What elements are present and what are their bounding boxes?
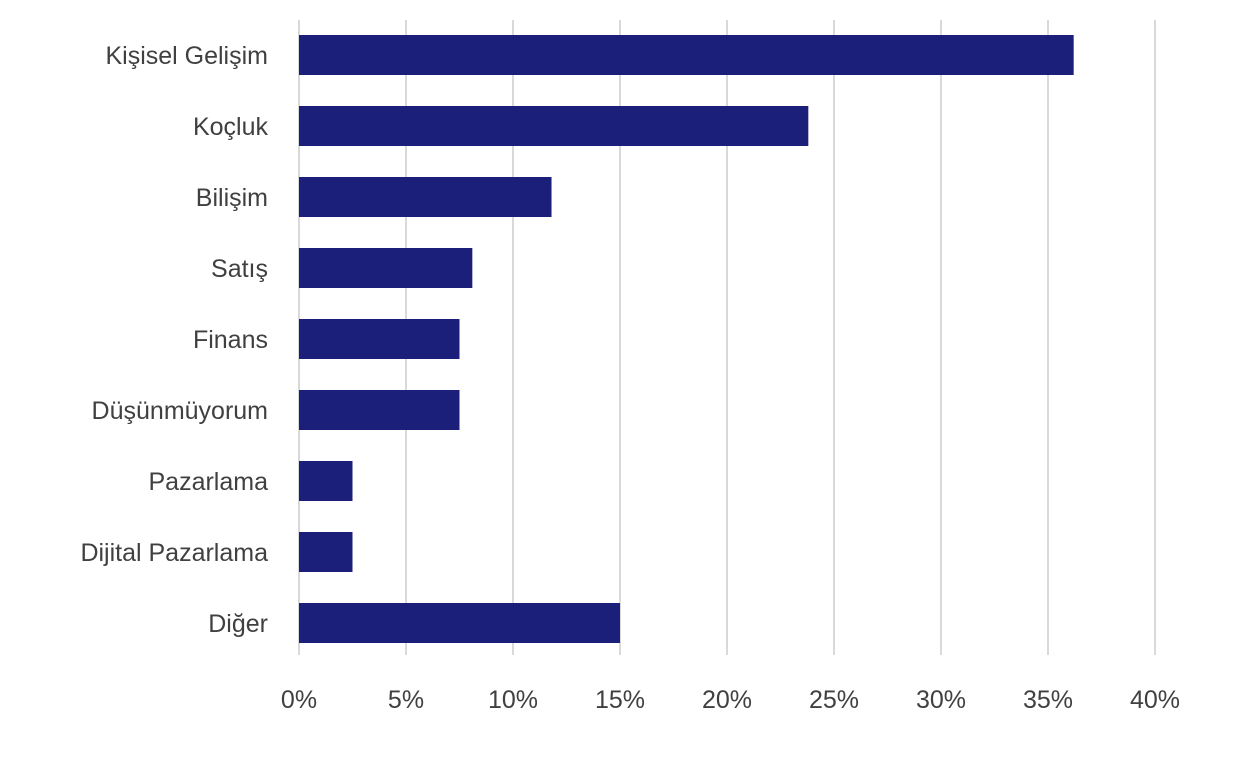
bar bbox=[299, 35, 1074, 75]
bar bbox=[299, 106, 809, 146]
bar bbox=[299, 177, 552, 217]
category-label: Düşünmüyorum bbox=[92, 397, 268, 425]
bar bbox=[299, 319, 460, 359]
bar bbox=[299, 603, 620, 643]
x-tick-label: 5% bbox=[388, 686, 424, 714]
x-tick-labels: 0% 5% 10% 15% 20% 25% 30% 35% 40% bbox=[281, 686, 1180, 714]
x-tick-label: 35% bbox=[1023, 686, 1073, 714]
bars bbox=[299, 35, 1074, 643]
x-tick-label: 20% bbox=[702, 686, 752, 714]
x-tick-label: 10% bbox=[488, 686, 538, 714]
category-label: Diğer bbox=[208, 610, 268, 638]
x-tick-label: 40% bbox=[1130, 686, 1180, 714]
category-label: Pazarlama bbox=[149, 468, 269, 496]
x-tick-label: 25% bbox=[809, 686, 859, 714]
category-label: Koçluk bbox=[193, 113, 269, 141]
category-labels: Kişisel Gelişim Koçluk Bilişim Satış Finans D… bbox=[80, 42, 268, 638]
bar bbox=[299, 532, 353, 572]
category-label: Finans bbox=[193, 326, 268, 354]
x-tick-label: 30% bbox=[916, 686, 966, 714]
bar bbox=[299, 461, 353, 501]
category-label: Satış bbox=[211, 255, 268, 283]
x-tick-label: 15% bbox=[595, 686, 645, 714]
x-tick-label: 0% bbox=[281, 686, 317, 714]
category-label: Bilişim bbox=[196, 184, 268, 212]
category-label: Dijital Pazarlama bbox=[80, 539, 268, 567]
category-label: Kişisel Gelişim bbox=[105, 42, 268, 70]
bar bbox=[299, 248, 473, 288]
bar bbox=[299, 390, 460, 430]
